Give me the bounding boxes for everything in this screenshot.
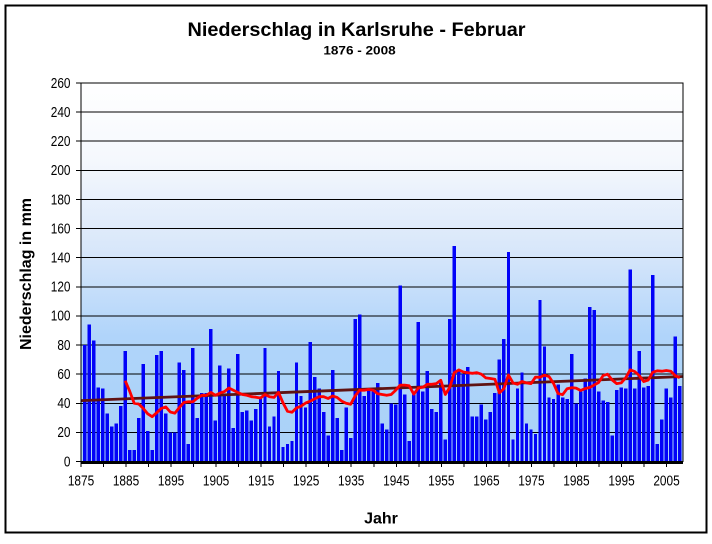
svg-text:120: 120 [51, 278, 71, 295]
svg-text:100: 100 [51, 307, 71, 324]
svg-text:1975: 1975 [518, 472, 544, 489]
svg-text:Niederschlag in Karlsruhe - Fe: Niederschlag in Karlsruhe - Februar [187, 19, 525, 40]
svg-text:160: 160 [51, 220, 71, 237]
svg-text:1945: 1945 [383, 472, 409, 489]
svg-text:Jahr: Jahr [364, 511, 398, 528]
svg-text:1995: 1995 [608, 472, 634, 489]
svg-text:200: 200 [51, 162, 71, 179]
svg-text:0: 0 [64, 453, 71, 470]
svg-text:180: 180 [51, 191, 71, 208]
svg-text:Niederschlag in mm: Niederschlag in mm [18, 198, 35, 350]
svg-text:1965: 1965 [473, 472, 499, 489]
svg-text:1985: 1985 [563, 472, 589, 489]
svg-text:40: 40 [57, 395, 70, 412]
svg-text:20: 20 [57, 424, 70, 441]
svg-text:140: 140 [51, 249, 71, 266]
svg-text:1885: 1885 [113, 472, 139, 489]
svg-text:220: 220 [51, 133, 71, 150]
svg-text:60: 60 [57, 366, 70, 383]
svg-text:1955: 1955 [428, 472, 454, 489]
svg-text:2005: 2005 [653, 472, 679, 489]
svg-text:1935: 1935 [338, 472, 364, 489]
svg-text:1895: 1895 [158, 472, 184, 489]
svg-text:260: 260 [51, 74, 71, 91]
svg-text:80: 80 [57, 336, 70, 353]
svg-text:1905: 1905 [203, 472, 229, 489]
svg-text:1915: 1915 [248, 472, 274, 489]
svg-text:1925: 1925 [293, 472, 319, 489]
svg-text:240: 240 [51, 104, 71, 121]
svg-text:1876 - 2008: 1876 - 2008 [323, 43, 395, 57]
svg-text:1875: 1875 [68, 472, 94, 489]
